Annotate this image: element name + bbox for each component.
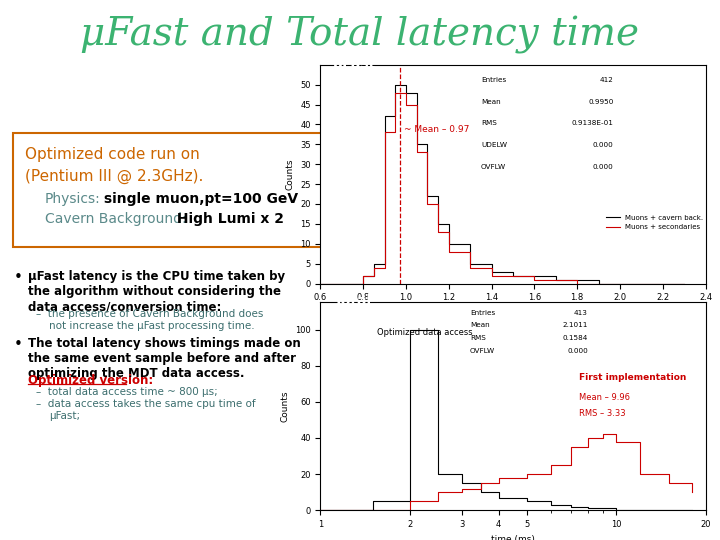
Text: μFast and Total latency time: μFast and Total latency time [81, 16, 639, 54]
Text: First implementation: First implementation [580, 373, 687, 382]
Text: RMS – 3.33: RMS – 3.33 [580, 409, 626, 418]
FancyBboxPatch shape [13, 133, 347, 247]
Text: Optimized code run on: Optimized code run on [25, 147, 199, 162]
Text: 0.1584: 0.1584 [562, 335, 588, 341]
Text: •: • [14, 270, 23, 285]
Text: 0.000: 0.000 [567, 348, 588, 354]
Text: 412: 412 [600, 77, 613, 83]
Text: 0.000: 0.000 [593, 164, 613, 170]
Text: High Lumi x 2: High Lumi x 2 [172, 212, 284, 226]
Text: μFast: μFast [333, 57, 377, 71]
Text: OVFLW: OVFLW [481, 164, 506, 170]
Text: 2.1011: 2.1011 [562, 322, 588, 328]
Y-axis label: Counts: Counts [280, 390, 289, 422]
Text: UDELW: UDELW [481, 143, 507, 148]
Text: RMS: RMS [470, 335, 486, 341]
Text: single muon,pt=100 GeV: single muon,pt=100 GeV [99, 192, 298, 206]
Text: –  the presence of Cavern Background does: – the presence of Cavern Background does [36, 309, 264, 319]
Text: μFast latency is the CPU time taken by
the algorithm without considering the
dat: μFast latency is the CPU time taken by t… [28, 270, 285, 313]
Y-axis label: Counts: Counts [286, 158, 294, 190]
Text: RMS: RMS [481, 120, 497, 126]
Text: Entries: Entries [470, 309, 495, 316]
Text: –  data access takes the same cpu time of: – data access takes the same cpu time of [36, 399, 256, 409]
Text: μFast;: μFast; [49, 411, 80, 421]
Text: (Pentium III @ 2.3GHz).: (Pentium III @ 2.3GHz). [25, 169, 203, 184]
Text: Physics:: Physics: [45, 192, 101, 206]
Text: Optimized data access: Optimized data access [377, 328, 472, 337]
Text: Mean: Mean [481, 99, 500, 105]
Text: Total: Total [334, 294, 372, 308]
Text: 0.9138E-01: 0.9138E-01 [572, 120, 613, 126]
Text: •: • [14, 337, 23, 352]
Text: 413: 413 [574, 309, 588, 316]
Text: Cavern Background:: Cavern Background: [45, 212, 186, 226]
Text: The total latency shows timings made on
the same event sample before and after
o: The total latency shows timings made on … [28, 337, 301, 380]
Text: 0.000: 0.000 [593, 143, 613, 148]
Text: OVFLW: OVFLW [470, 348, 495, 354]
Text: Entries: Entries [481, 77, 506, 83]
Text: Optimized version:: Optimized version: [28, 374, 153, 387]
Text: 0.9950: 0.9950 [588, 99, 613, 105]
Text: not increase the μFast processing time.: not increase the μFast processing time. [36, 321, 255, 331]
X-axis label: time (ms): time (ms) [491, 535, 535, 540]
Text: Mean – 9.96: Mean – 9.96 [580, 393, 631, 402]
Text: Mean: Mean [470, 322, 490, 328]
Legend: Muons + cavern back., Muons + secondaries: Muons + cavern back., Muons + secondarie… [603, 212, 706, 233]
Text: ~ Mean – 0.97: ~ Mean – 0.97 [404, 125, 469, 134]
X-axis label: time (ms): time (ms) [491, 308, 535, 317]
Text: –  total data access time ~ 800 μs;: – total data access time ~ 800 μs; [36, 387, 217, 397]
